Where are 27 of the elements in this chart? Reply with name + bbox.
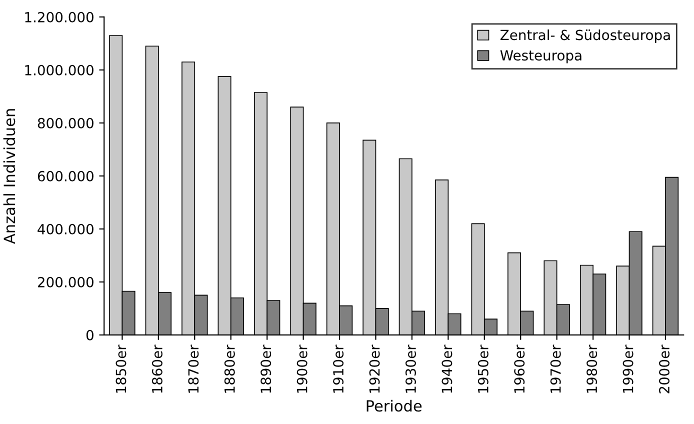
y-tick-label: 800.000 xyxy=(38,118,94,128)
x-tick-label: 1910er xyxy=(333,344,344,393)
x-tick-label: 1980er xyxy=(586,344,598,393)
x-tick-label: 1960er xyxy=(514,344,525,393)
x-tick-label: 1870er xyxy=(188,344,199,393)
x-tick-label: 1890er xyxy=(260,344,272,393)
x-tick-label: 1950er xyxy=(478,344,488,393)
legend-label: Zentral- & Südosteuropa xyxy=(500,29,670,43)
x-axis-title: Periode xyxy=(366,400,422,412)
x-tick-label: 1860er xyxy=(152,344,162,393)
x-tick-label: 1880er xyxy=(224,344,235,393)
y-tick-label: 200.000 xyxy=(38,276,94,288)
y-tick-label: 600.000 xyxy=(38,170,94,182)
y-tick-label: 0 xyxy=(86,330,94,340)
x-tick-label: 1970er xyxy=(550,344,561,393)
x-tick-label: 1990er xyxy=(622,344,634,393)
y-tick-label: 1.000.000 xyxy=(25,64,94,76)
x-tick-label: 1930er xyxy=(405,344,416,393)
x-tick-label: 1900er xyxy=(296,344,308,393)
legend-label: Westeuropa xyxy=(500,50,582,64)
y-axis-title: Anzahl Individuen xyxy=(3,109,16,244)
x-tick-label: 1850er xyxy=(116,344,126,393)
x-tick-label: 2000er xyxy=(659,344,670,394)
x-tick-label: 1940er xyxy=(442,344,452,393)
y-tick-label: 1.200.000 xyxy=(25,12,94,22)
y-tick-label: 400.000 xyxy=(38,224,94,234)
x-tick-label: 1920er xyxy=(369,344,380,393)
